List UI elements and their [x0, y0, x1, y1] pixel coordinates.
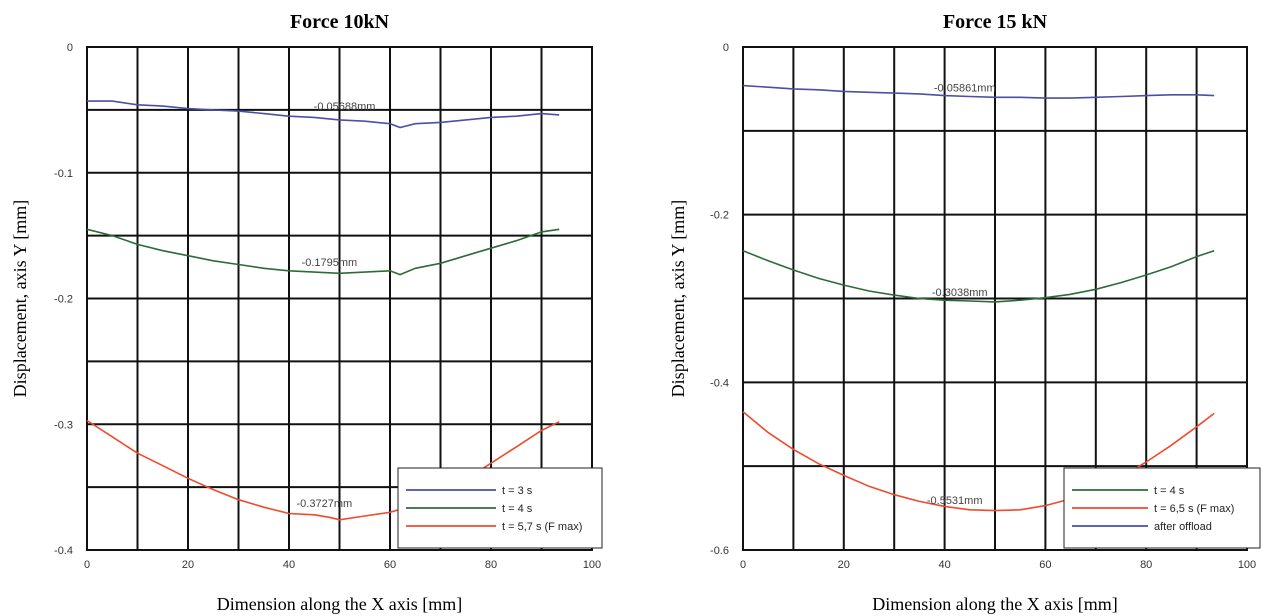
- plot-frame: [742, 46, 1248, 551]
- y-axis-label: Displacement, axis Y [mm]: [10, 200, 30, 398]
- data-annotation: -0.05861mm: [934, 82, 996, 94]
- y-tick-label: -0.1: [54, 168, 73, 180]
- y-tick-label: -0.3: [54, 419, 73, 431]
- legend-entry-label: t = 4 s: [1154, 485, 1185, 497]
- legend-entry-label: t = 5,7 s (F max): [502, 521, 582, 533]
- legend-entry-label: t = 6,5 s (F max): [1154, 503, 1234, 515]
- legend-entry-label: after offload: [1154, 521, 1212, 533]
- x-tick-label: 60: [1039, 559, 1051, 571]
- data-annotation: -0.1795mm: [302, 257, 358, 269]
- x-axis-label: Dimension along the X axis [mm]: [217, 594, 462, 614]
- series-line-2: [742, 411, 1215, 512]
- y-tick-label: -0.4: [710, 377, 729, 389]
- plot-frame: [86, 46, 593, 551]
- data-annotation: -0.3727mm: [297, 498, 353, 510]
- y-axis-label: Displacement, axis Y [mm]: [668, 200, 688, 398]
- chart-panel-1: Force 10kN 0 20 40 60 80 100 0 -0.1 -0.2 -0.3 -0.4 D…: [10, 11, 603, 614]
- x-tick-label: 20: [182, 559, 194, 571]
- chart-title: Force 15 kN: [943, 11, 1048, 33]
- x-axis-label: Dimension along the X axis [mm]: [872, 594, 1117, 614]
- y-tick-label: -0.4: [54, 545, 73, 557]
- y-tick-label: -0.6: [710, 545, 729, 557]
- y-tick-label: 0: [67, 42, 73, 54]
- x-tick-label: 0: [84, 559, 90, 571]
- x-tick-label: 0: [740, 559, 746, 571]
- x-tick-label: 100: [583, 559, 601, 571]
- legend: t = 3 s t = 4 s t = 5,7 s (F max): [397, 467, 603, 549]
- data-annotation: -0.3038mm: [932, 287, 988, 299]
- series-line-1: [87, 100, 560, 129]
- x-tick-label: 20: [838, 559, 850, 571]
- legend-entry-label: t = 4 s: [502, 503, 533, 515]
- data-annotation: -0.5531mm: [927, 495, 983, 507]
- y-tick-label: 0: [723, 42, 729, 54]
- data-annotation: -0.05688mm: [314, 101, 376, 113]
- series-line-3: [742, 84, 1215, 99]
- x-tick-label: 80: [485, 559, 497, 571]
- legend: t = 4 s t = 6,5 s (F max) after offload: [1063, 467, 1261, 549]
- chart-panel-2: Force 15 kN 0 20 40 60 80 100 0 -0.2 -0.4 -0.6 Dime…: [668, 11, 1261, 614]
- x-tick-label: 100: [1238, 559, 1256, 571]
- series-line-2: [86, 228, 560, 276]
- legend-entry-label: t = 3 s: [502, 485, 533, 497]
- series-line-1: [742, 249, 1215, 303]
- x-tick-label: 80: [1140, 559, 1152, 571]
- x-tick-label: 40: [283, 559, 295, 571]
- x-tick-label: 60: [384, 559, 396, 571]
- x-tick-label: 40: [938, 559, 950, 571]
- y-tick-label: -0.2: [710, 210, 729, 222]
- y-tick-label: -0.2: [54, 294, 73, 306]
- chart-title: Force 10kN: [290, 11, 390, 33]
